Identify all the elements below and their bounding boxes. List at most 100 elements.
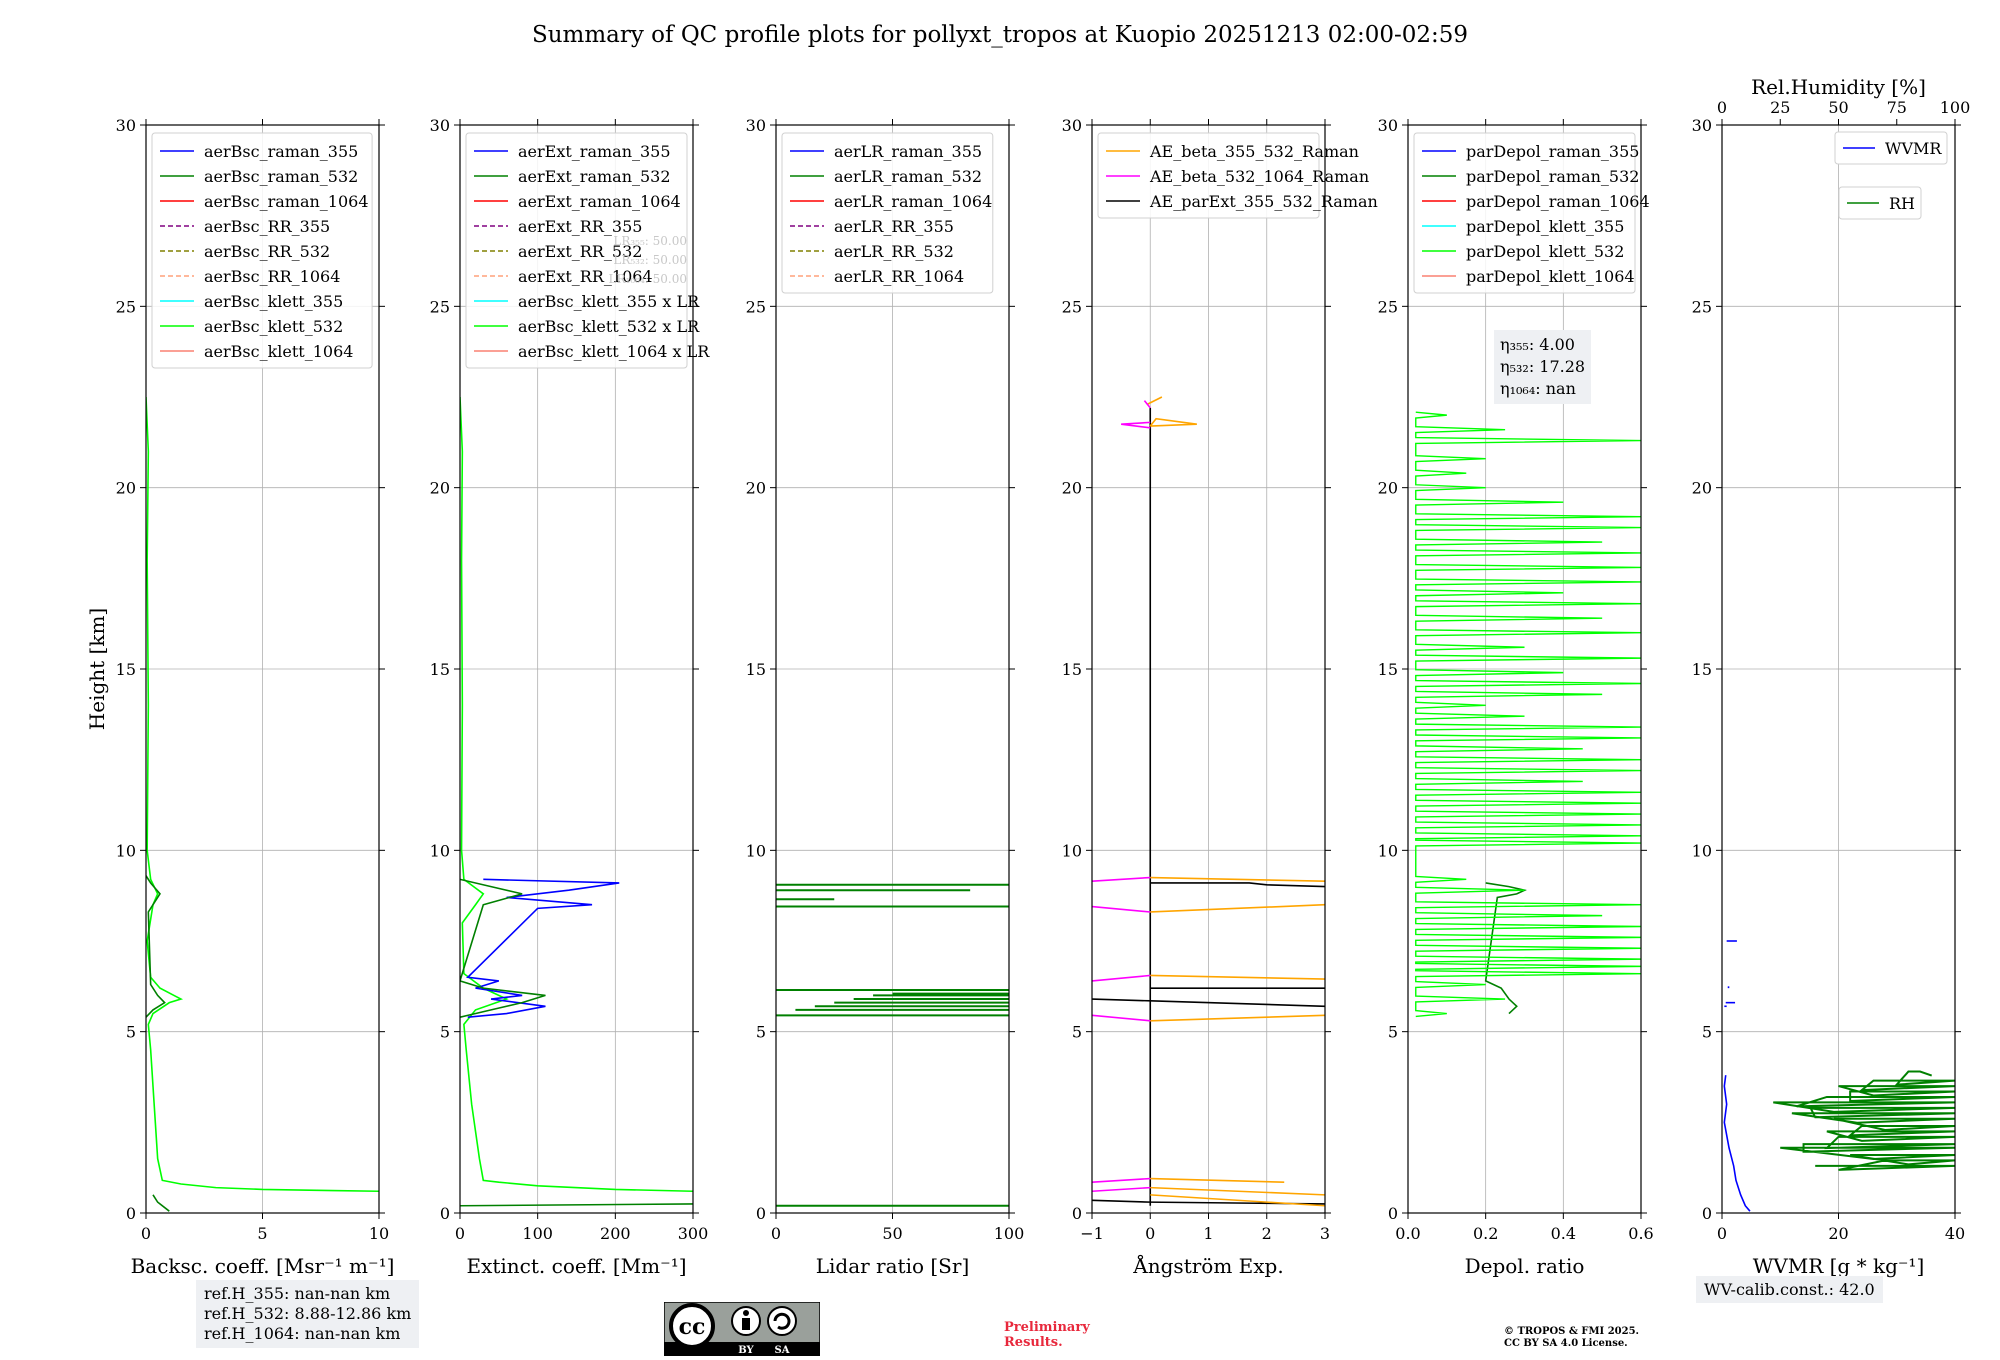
x-axis-label: Depol. ratio	[1465, 1254, 1585, 1278]
series-AE_beta_355_532_Raman-seg	[1150, 1194, 1325, 1207]
legend-box	[151, 132, 373, 369]
xtick-label: 20	[1828, 1224, 1848, 1243]
ytick-label: 0	[1072, 1204, 1082, 1223]
top-xtick-label: 50	[1828, 98, 1848, 117]
ytick-label: 20	[746, 479, 766, 498]
legend-entry: AE_beta_355_532_Raman	[1149, 142, 1359, 161]
legend-entry: aerBsc_raman_1064	[204, 192, 369, 211]
ytick-label: 30	[746, 116, 766, 135]
series-AE_beta_355_532_Raman-seg	[1150, 876, 1325, 882]
axes-frame	[1091, 124, 1326, 1214]
legend-entry: aerBsc_klett_532 x LR	[518, 317, 700, 336]
ytick-label: 10	[1378, 841, 1398, 860]
ytick-label: 5	[440, 1023, 450, 1042]
series-group	[460, 396, 693, 1207]
ytick-label: 0	[440, 1204, 450, 1223]
ref-heights-box: ref.H_355: nan-nan km ref.H_532: 8.88-12…	[196, 1280, 420, 1348]
legend-entry: aerExt_RR_1064	[518, 267, 653, 286]
ytick-label: 20	[1692, 479, 1712, 498]
top-xtick-label: 25	[1770, 98, 1790, 117]
legend-box	[1413, 132, 1636, 294]
ytick-label: 25	[116, 297, 136, 316]
series-AE_beta_355_532_Raman-seg	[1150, 974, 1325, 980]
ytick-label: 15	[1692, 660, 1712, 679]
xtick-label: 0	[1717, 1224, 1727, 1243]
legend-box	[1834, 131, 1948, 165]
ytick-label: 30	[1062, 116, 1082, 135]
series-aerBsc_klett_532	[146, 396, 379, 1193]
lr-note: LR₃₅₅: 50.00	[613, 234, 687, 248]
xtick-label: 40	[1945, 1224, 1965, 1243]
ytick-label: 0	[1702, 1204, 1712, 1223]
series-AE_beta_532_1064_Raman	[1092, 1014, 1151, 1022]
lr-note: LR₁₀₆₄: 50.00	[609, 272, 687, 286]
axes-frame	[459, 124, 694, 1214]
axes-frame	[1407, 124, 1642, 1214]
series-AE_beta_532_1064_Raman-seg	[1092, 1186, 1151, 1193]
legend-entry: parDepol_raman_532	[1466, 167, 1639, 186]
series-AE_beta_355_532_Raman-seg	[1150, 903, 1325, 913]
eta-1064: η₁₀₆₄: nan	[1500, 379, 1576, 398]
eta-355: η₃₅₅: 4.00	[1500, 335, 1575, 354]
lr-note: LR₅₃₂: 50.00	[613, 253, 687, 267]
legend-entry: WVMR	[1885, 139, 1942, 158]
ref-height-1064: ref.H_1064: nan-nan km	[204, 1324, 401, 1343]
ytick-label: 30	[1378, 116, 1398, 135]
top-xtick-label: 75	[1887, 98, 1907, 117]
xtick-label: 1	[1203, 1224, 1213, 1243]
x-axis-label: Lidar ratio [Sr]	[816, 1254, 970, 1278]
ytick-label: 0	[126, 1204, 136, 1223]
cc-circle	[669, 1303, 715, 1349]
ytick-label: 25	[1062, 297, 1082, 316]
xtick-label: 3	[1320, 1224, 1330, 1243]
legend-entry: aerBsc_RR_1064	[204, 267, 340, 286]
xtick-label: 0	[455, 1224, 465, 1243]
legend-box	[1097, 132, 1320, 219]
series-group	[776, 883, 1009, 1207]
xtick-label: 5	[257, 1224, 267, 1243]
x-axis-label: Backsc. coeff. [Msr⁻¹ m⁻¹]	[131, 1254, 395, 1278]
legend-entry: aerLR_raman_355	[834, 142, 982, 161]
legend-depol: parDepol_raman_355 parDepol_raman_532 parD…	[1413, 132, 1650, 294]
xtick-label: 100	[522, 1224, 553, 1243]
series-aerExt_raman_355	[466, 878, 620, 1018]
legend-entry: aerBsc_klett_355	[204, 292, 343, 311]
figure-title: Summary of QC profile plots for pollyxt_…	[531, 22, 1469, 48]
series-aerBsc_raman_532_low	[152, 1194, 170, 1212]
ytick-label: 5	[1388, 1023, 1398, 1042]
legend-entry: aerBsc_klett_355 x LR	[518, 292, 700, 311]
copyright-note: © TROPOS & FMI 2025. CC BY SA 4.0 Licens…	[1504, 1326, 1639, 1350]
preliminary-note: Preliminary Results.	[1004, 1320, 1090, 1350]
legend-extinction: aerExt_raman_355 aerExt_raman_532 aerExt_r…	[465, 132, 710, 369]
ytick-label: 15	[430, 660, 450, 679]
legend-entry: aerLR_raman_1064	[834, 192, 992, 211]
series-group	[1092, 396, 1325, 1207]
ytick-label: 10	[1692, 841, 1712, 860]
legend-entry: aerExt_raman_1064	[518, 192, 681, 211]
legend-wvmr: WVMR	[1834, 131, 1948, 165]
legend-entry: parDepol_klett_355	[1466, 217, 1624, 236]
sa-share-icon	[767, 1306, 797, 1336]
legend-entry: aerLR_RR_1064	[834, 267, 964, 286]
series-aerBsc_klett_532 x LR	[460, 396, 693, 1193]
series-AE_beta_532_1064_Raman-seg	[1092, 905, 1151, 913]
xtick-label: 0	[1145, 1224, 1155, 1243]
ytick-label: 20	[1062, 479, 1082, 498]
x-axis-label: Ångström Exp.	[1132, 1253, 1283, 1278]
ytick-label: 30	[116, 116, 136, 135]
legend-angstrom: AE_beta_355_532_Raman AE_beta_532_1064_Ra…	[1097, 132, 1378, 219]
series-AE_beta_355_532_Raman-seg	[1149, 417, 1197, 427]
series-aerExt_raman_532	[460, 878, 546, 1018]
legend-entry: aerLR_raman_532	[834, 167, 982, 186]
ytick-label: 30	[1692, 116, 1712, 135]
legend-box	[1838, 186, 1922, 220]
legend-entry: parDepol_raman_355	[1466, 142, 1639, 161]
legend-entry: aerBsc_raman_355	[204, 142, 358, 161]
xtick-label: 2	[1262, 1224, 1272, 1243]
ytick-label: 15	[116, 660, 136, 679]
ytick-label: 10	[116, 841, 136, 860]
xtick-label: −1	[1080, 1224, 1104, 1243]
xtick-label: 200	[600, 1224, 631, 1243]
